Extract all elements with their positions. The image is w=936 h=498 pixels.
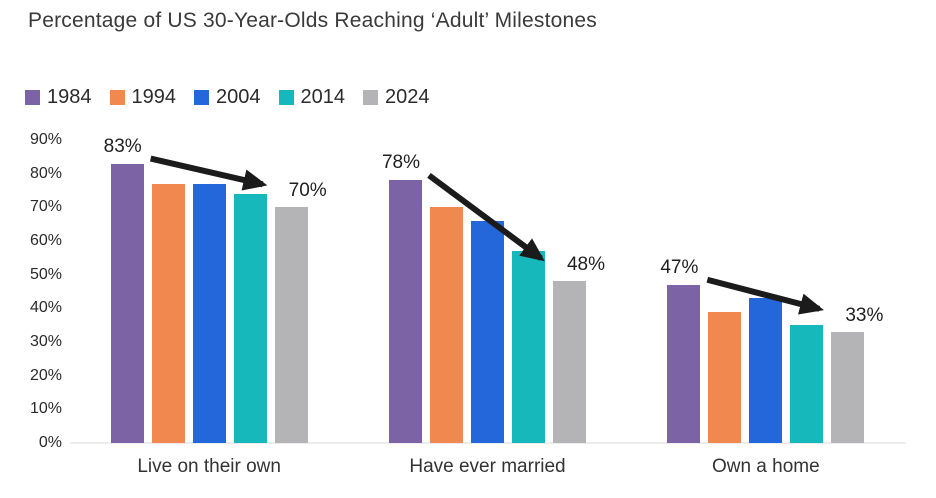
x-axis-baseline — [70, 442, 906, 444]
bar-2014 — [233, 193, 267, 443]
bar-2014 — [790, 325, 824, 443]
category-label: Own a home — [711, 456, 820, 477]
legend-label: 2004 — [216, 86, 261, 108]
chart-title: Percentage of US 30-Year-Olds Reaching ‘… — [28, 9, 597, 32]
bar-2024 — [552, 281, 586, 443]
legend-item-2014: 2014 — [278, 86, 346, 109]
y-tick-label: 30% — [29, 333, 62, 350]
bar-group-own-a-home: Own a home 47% 33% — [660, 140, 883, 477]
legend-item-1984: 1984 — [25, 86, 92, 109]
bar-2024 — [274, 207, 308, 443]
end-value-label: 33% — [845, 304, 884, 326]
start-value-label: 47% — [660, 256, 699, 278]
bar-1984 — [388, 180, 422, 443]
legend-swatch-icon — [25, 90, 40, 105]
y-tick-label: 10% — [29, 400, 62, 418]
y-tick-label: 60% — [29, 232, 62, 249]
y-tick-label: 40% — [29, 299, 62, 317]
bar-1994 — [151, 183, 185, 443]
y-tick-label: 70% — [29, 198, 62, 216]
y-tick-label: 20% — [29, 366, 62, 384]
bar-1994 — [708, 311, 742, 443]
bar-2004 — [749, 298, 783, 443]
end-value-label: 70% — [288, 180, 327, 202]
start-value-label: 78% — [381, 152, 421, 174]
bar-2014 — [511, 251, 545, 443]
plot-area: Live on their own 83% 70% Have ever married… — [70, 136, 905, 477]
legend-label: 1994 — [131, 86, 177, 108]
legend-item-2024: 2024 — [363, 86, 430, 109]
category-label: Have ever married — [409, 456, 566, 477]
legend: 1984 1994 2004 2014 2024 — [25, 86, 430, 109]
category-label: Live on their own — [137, 456, 281, 477]
legend-label: 2014 — [300, 86, 346, 108]
end-value-label: 48% — [566, 254, 606, 276]
bar-1984 — [667, 284, 701, 443]
y-tick-label: 80% — [29, 164, 62, 182]
bar-2004 — [192, 183, 226, 443]
legend-label: 1984 — [47, 86, 92, 108]
legend-swatch-icon — [194, 90, 209, 105]
bar-group-live-on-their-own: Live on their own 83% 70% — [104, 136, 327, 477]
bar-1994 — [429, 207, 463, 443]
bar-2004 — [470, 220, 504, 443]
y-tick-label: 0% — [38, 434, 62, 451]
start-value-label: 83% — [103, 135, 142, 157]
bar-group-have-ever-married: Have ever married 78% 48% — [382, 140, 605, 477]
legend-swatch-icon — [363, 90, 378, 105]
y-tick-label: 90% — [29, 131, 62, 148]
legend-item-2004: 2004 — [194, 86, 261, 109]
bar-2024 — [831, 331, 865, 443]
y-tick-label: 50% — [29, 265, 62, 283]
legend-item-1994: 1994 — [109, 86, 177, 109]
legend-swatch-icon — [109, 90, 125, 105]
legend-swatch-icon — [278, 90, 294, 105]
legend-label: 2024 — [385, 86, 430, 108]
bar-1984 — [110, 163, 144, 443]
